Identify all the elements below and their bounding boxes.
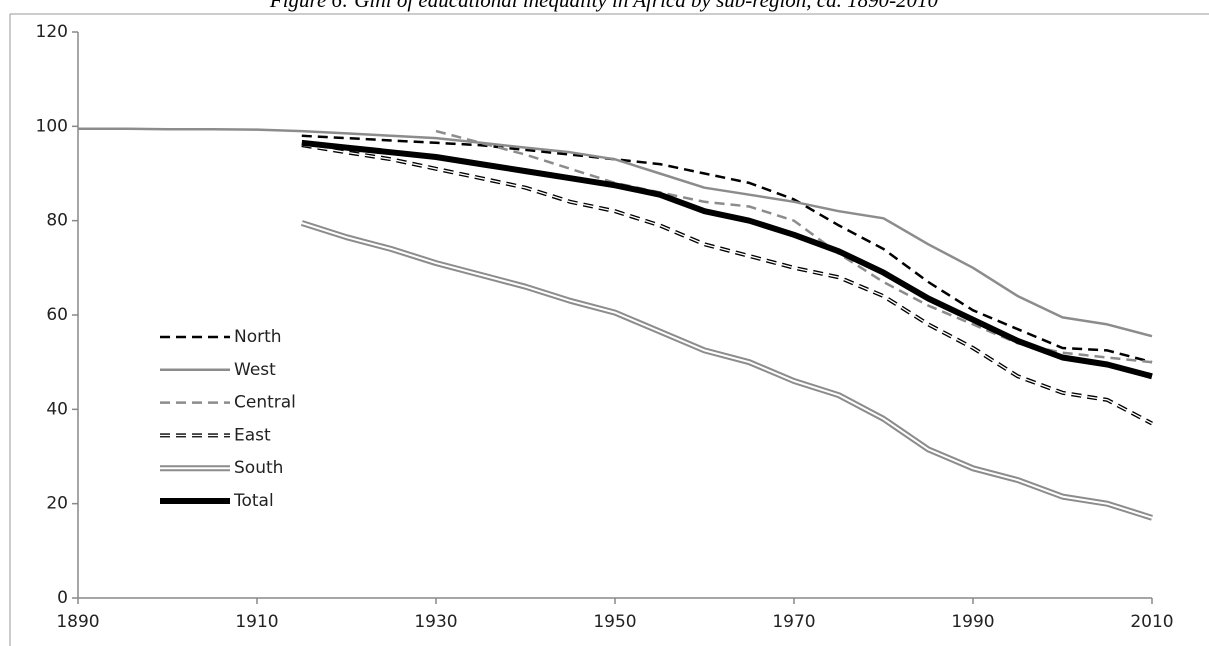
series-line-inner bbox=[301, 222, 1153, 519]
series-line bbox=[435, 129, 1153, 364]
series-line bbox=[301, 143, 1153, 426]
series-line-inner bbox=[301, 144, 1153, 425]
x-tick-label: 1910 bbox=[235, 612, 278, 632]
series-line bbox=[78, 127, 1153, 338]
y-tick-label: 120 bbox=[36, 22, 68, 42]
x-tick-label: 1950 bbox=[593, 612, 636, 632]
y-tick-label: 80 bbox=[46, 211, 68, 231]
legend-label: West bbox=[234, 360, 276, 380]
legend-label: North bbox=[234, 327, 282, 347]
legend-label: South bbox=[234, 458, 283, 478]
series-line bbox=[300, 220, 1153, 521]
y-tick-label: 20 bbox=[46, 494, 68, 514]
x-tick-label: 1890 bbox=[56, 612, 99, 632]
x-tick-label: 1970 bbox=[772, 612, 815, 632]
legend-label: Central bbox=[234, 393, 296, 413]
x-tick-label: 1990 bbox=[951, 612, 994, 632]
legend-label: Total bbox=[233, 491, 274, 511]
series-line bbox=[301, 139, 1153, 380]
x-tick-label: 2010 bbox=[1130, 612, 1173, 632]
chart-title: Figure 6: Gini of educational inequality… bbox=[269, 0, 939, 12]
y-tick-label: 0 bbox=[57, 588, 68, 608]
legend-label: East bbox=[234, 425, 271, 445]
y-tick-label: 60 bbox=[46, 305, 68, 325]
y-tick-label: 100 bbox=[36, 116, 68, 136]
y-tick-label: 40 bbox=[46, 399, 68, 419]
x-tick-label: 1930 bbox=[414, 612, 457, 632]
